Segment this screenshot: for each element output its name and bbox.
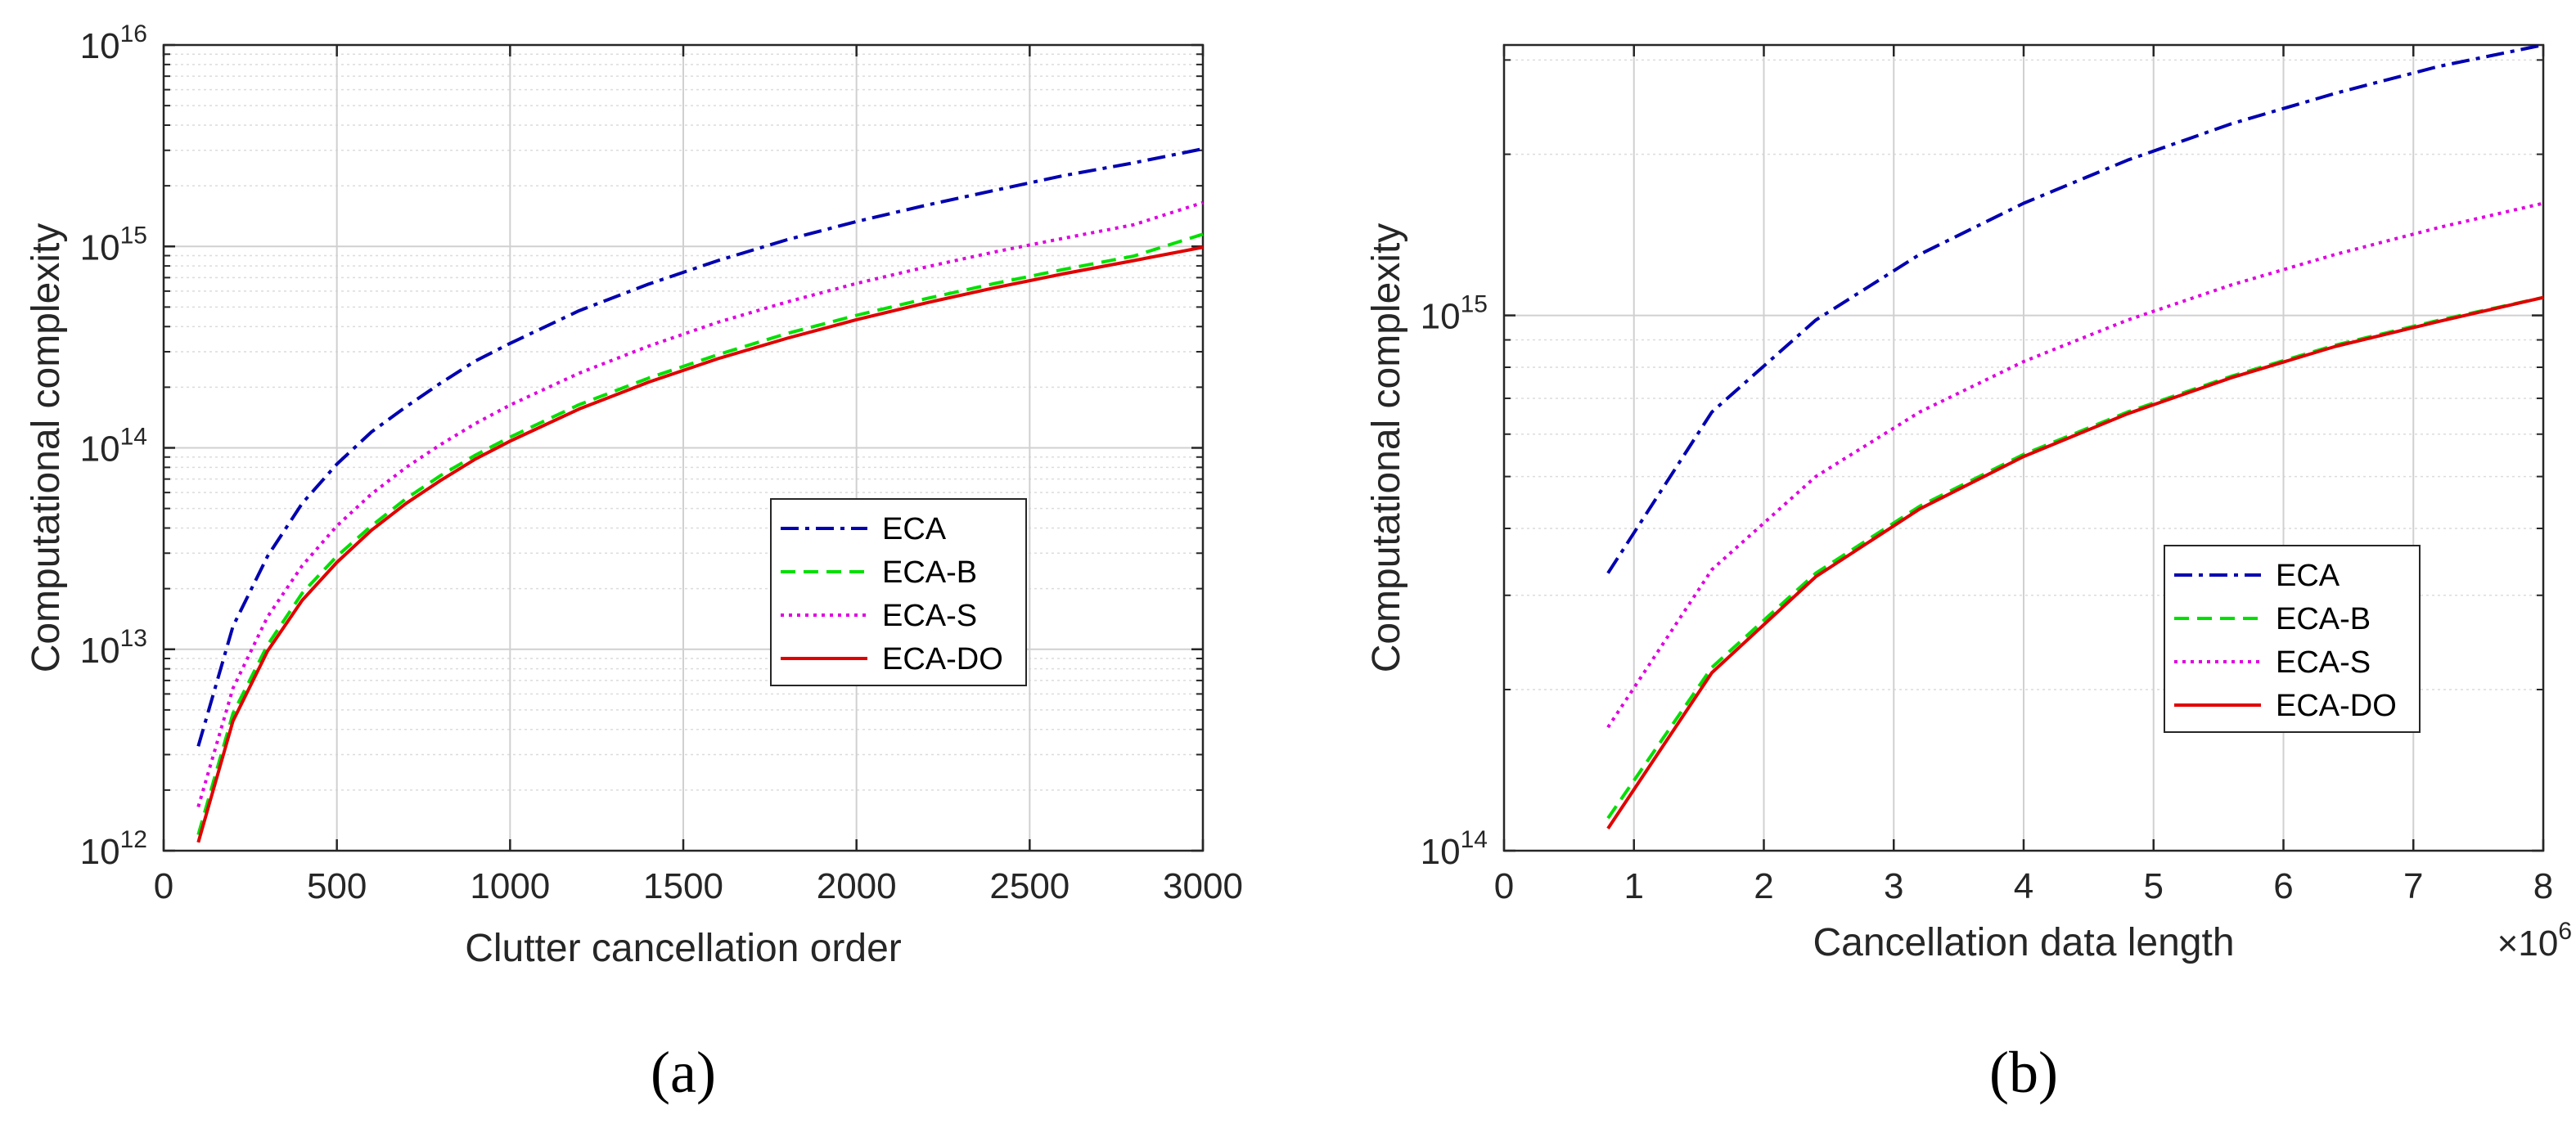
legend-label-eca-s: ECA-S bbox=[2276, 645, 2371, 680]
x-tick-label: 1000 bbox=[470, 866, 550, 906]
legend-label-eca: ECA bbox=[2276, 559, 2340, 593]
panel-label: (b) bbox=[1989, 1040, 2058, 1105]
legend-box bbox=[770, 498, 1027, 686]
x-tick-label: 500 bbox=[307, 866, 367, 906]
x-axis-label: Cancellation data length bbox=[1813, 921, 2234, 964]
legend-label-eca-b: ECA-B bbox=[2276, 602, 2371, 636]
series-line-eca-do bbox=[196, 245, 1204, 843]
y-tick-label: 1014 bbox=[1421, 826, 1488, 872]
x-tick-label: 5 bbox=[2144, 866, 2164, 906]
x-multiplier-label: ×106 bbox=[2497, 918, 2572, 964]
legend-label-eca-s: ECA-S bbox=[882, 599, 977, 633]
series-line-eca-s bbox=[1606, 201, 2544, 729]
chart-panel-a: 0 500 1000 1500 2000 2500 3000 1012 1013 1014 1015… bbox=[25, 20, 1243, 1105]
legend-label-eca-do: ECA-DO bbox=[882, 642, 1003, 676]
legend: ECA ECA-B ECA-S ECA-DO bbox=[770, 498, 1027, 686]
x-tick-label: 4 bbox=[2014, 866, 2033, 906]
chart-panel-b: 0 1 2 3 4 5 6 7 8 1014 1015 ×106 Cancellation data l… bbox=[1365, 43, 2572, 1105]
y-tick-label: 1012 bbox=[80, 826, 147, 872]
x-tick-label: 1500 bbox=[643, 866, 723, 906]
y-axis-label: Computational complexity bbox=[25, 223, 68, 673]
legend-label-eca: ECA bbox=[882, 512, 947, 546]
series-line-eca-do bbox=[1606, 295, 2544, 830]
legend: ECA ECA-B ECA-S ECA-DO bbox=[2164, 545, 2421, 733]
x-axis-label: Clutter cancellation order bbox=[465, 927, 902, 970]
series-line-eca bbox=[1606, 43, 2544, 574]
series-line-eca-s bbox=[196, 200, 1204, 807]
y-axis-label: Computational complexity bbox=[1365, 223, 1408, 673]
y-tick-label: 1015 bbox=[1421, 291, 1488, 337]
legend-box bbox=[2164, 545, 2421, 733]
legend-label-eca-b: ECA-B bbox=[882, 555, 977, 590]
x-tick-label: 8 bbox=[2533, 866, 2553, 906]
legend-label-eca-do: ECA-DO bbox=[2276, 689, 2397, 723]
x-tick-label: 2500 bbox=[989, 866, 1070, 906]
x-tick-label: 7 bbox=[2403, 866, 2423, 906]
y-tick-label: 1013 bbox=[80, 625, 147, 671]
series-line-eca bbox=[196, 147, 1204, 747]
x-tick-label: 6 bbox=[2273, 866, 2293, 906]
x-tick-label: 2000 bbox=[817, 866, 897, 906]
x-tick-label: 0 bbox=[154, 866, 173, 906]
x-tick-label: 3000 bbox=[1163, 866, 1243, 906]
x-tick-label: 1 bbox=[1624, 866, 1644, 906]
panel-label: (a) bbox=[651, 1040, 716, 1105]
y-tick-label: 1015 bbox=[80, 222, 147, 267]
x-tick-label: 0 bbox=[1494, 866, 1514, 906]
y-tick-label: 1016 bbox=[80, 20, 147, 66]
x-tick-label: 3 bbox=[1884, 866, 1903, 906]
x-tick-label: 2 bbox=[1754, 866, 1773, 906]
y-tick-label: 1014 bbox=[80, 424, 147, 470]
